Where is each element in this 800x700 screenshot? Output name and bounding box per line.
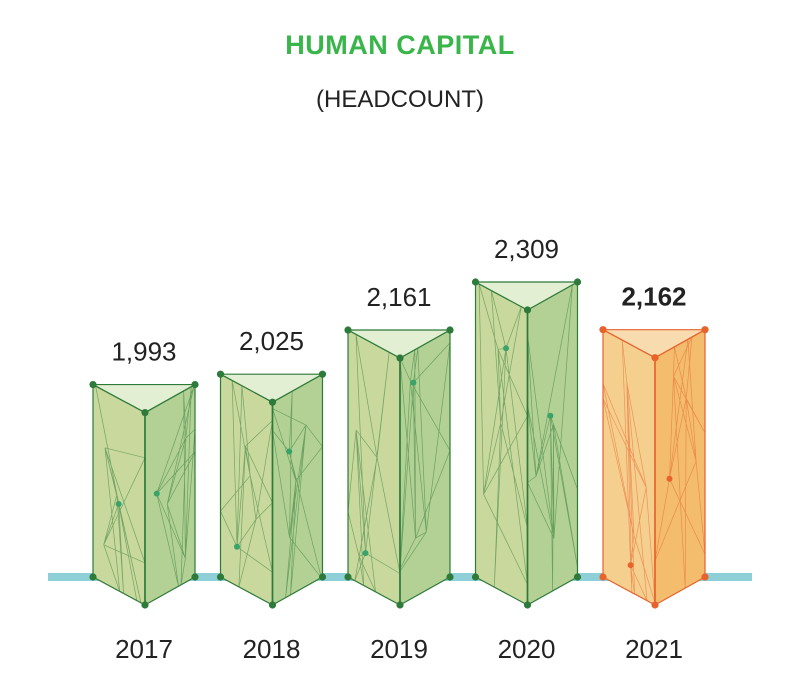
bar-vertex-dot [396, 354, 404, 362]
bar-vertex-dot [396, 601, 404, 609]
bar-vertex-dot [573, 573, 582, 581]
bar-inner-dot [627, 562, 634, 569]
bar-vertex-dot [701, 326, 709, 334]
bar-vertex-dot [318, 370, 327, 378]
data-label-2018: 2,025 [239, 326, 304, 356]
bar-vertex-dot [216, 370, 225, 378]
bar-2018 [216, 370, 327, 609]
data-label-2020: 2,309 [494, 234, 559, 264]
bar-facet-lines [220, 380, 273, 587]
bar-vertex-dot [651, 601, 659, 609]
bar-vertex-dot [651, 354, 659, 362]
bar-vertex-dot [446, 573, 454, 581]
bar-vertex-dot [471, 573, 480, 581]
data-label-2021: 2,162 [621, 282, 686, 312]
bar-2019 [344, 326, 454, 609]
bar-vertex-dot [344, 326, 352, 334]
chart-subtitle: (HEADCOUNT) [316, 86, 484, 113]
bar-2020 [471, 278, 582, 609]
bar-side-face [271, 373, 324, 607]
bar-facet-lines [527, 284, 578, 592]
bar-vertex-dot [599, 573, 607, 581]
bar-2017 [89, 380, 199, 609]
bar-facet-lines [478, 283, 528, 588]
bar-vertex-dot [216, 573, 225, 581]
bar-vertex-dot [344, 573, 352, 581]
bar-inner-dot [362, 550, 369, 557]
bar-vertex-dot [191, 573, 199, 581]
bar-inner-dot [233, 543, 240, 550]
bar-facet-lines [95, 385, 146, 603]
bar-vertex-dot [141, 408, 149, 417]
data-label-2017: 1,993 [111, 337, 176, 367]
bar-facet-lines [347, 334, 401, 593]
bar-top-face [475, 281, 580, 311]
bar-vertex-dot [573, 278, 582, 286]
bar-facet-lines [272, 391, 323, 598]
bar-facet-lines [602, 339, 656, 603]
x-tick-label-2017: 2017 [115, 634, 173, 664]
bar-vertex-dot [191, 380, 199, 389]
bar-vertex-dot [523, 306, 532, 314]
bar-top-face [602, 329, 708, 359]
bar-inner-dot [286, 448, 293, 455]
bar-front-face [347, 329, 401, 607]
bar-facet-lines [654, 336, 706, 589]
bar-inner-dot [666, 475, 673, 482]
bar-inner-dot [547, 412, 554, 419]
bar-vertex-dot [89, 573, 97, 581]
bar-vertex-dot [471, 278, 480, 286]
data-label-2019: 2,161 [366, 282, 431, 312]
bar-top-face [220, 373, 325, 403]
bar-vertex-dot [523, 601, 532, 609]
bar-vertex-dot [599, 326, 607, 334]
bar-vertex-dot [318, 573, 327, 581]
x-tick-label-2018: 2018 [243, 634, 301, 664]
bar-top-face [92, 383, 198, 414]
bar-front-face [92, 383, 146, 607]
bar-vertex-dot [701, 573, 709, 581]
bar-2021 [599, 326, 709, 609]
x-tick-label-2020: 2020 [498, 634, 556, 664]
x-tick-label-2021: 2021 [625, 634, 683, 664]
x-tick-label-2019: 2019 [370, 634, 428, 664]
bar-inner-dot [115, 500, 122, 507]
bar-vertex-dot [446, 326, 454, 334]
chart-title: HUMAN CAPITAL [285, 30, 515, 60]
bar-front-face [219, 373, 274, 607]
bar-inner-dot [410, 379, 417, 386]
bar-vertex-dot [268, 601, 277, 609]
bar-vertex-dot [141, 601, 149, 609]
bar-top-face [347, 329, 453, 359]
bar-vertex-dot [268, 398, 277, 406]
bar-inner-dot [503, 345, 510, 352]
bar-inner-dot [153, 490, 160, 497]
bar-facet-lines [156, 384, 196, 587]
bar-vertex-dot [89, 380, 97, 389]
